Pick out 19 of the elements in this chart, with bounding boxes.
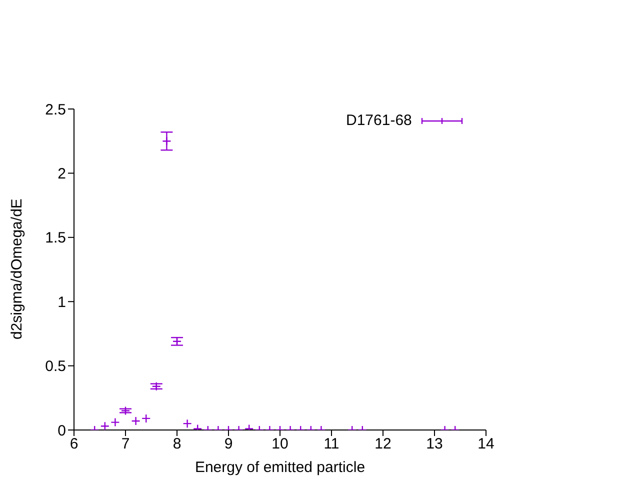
x-tick-label: 11 [324, 436, 340, 453]
x-tick-label: 8 [172, 436, 182, 453]
x-tick-label: 13 [426, 436, 443, 453]
y-tick-label: 0.5 [45, 358, 66, 376]
y-tick-label: 0 [58, 422, 66, 440]
y-tick-label: 1 [58, 294, 66, 311]
y-tick-label: 1.5 [45, 230, 66, 247]
y-tick-label: 2.5 [45, 101, 66, 118]
x-tick-label: 14 [478, 436, 494, 453]
point [162, 136, 172, 146]
y-axis-title: d2sigma/dOmega/dE [8, 198, 26, 340]
y-tick-label: 2 [58, 166, 66, 183]
x-axis-title: Energy of emitted particle [194, 459, 366, 476]
x-tick-label: 9 [224, 436, 233, 453]
x-tick-label: 7 [121, 436, 130, 453]
x-tick-label: 12 [374, 436, 392, 453]
x-tick-label: 10 [272, 436, 288, 453]
legend-label: D1761-68 [346, 112, 412, 129]
x-tick-label: 6 [70, 436, 78, 453]
